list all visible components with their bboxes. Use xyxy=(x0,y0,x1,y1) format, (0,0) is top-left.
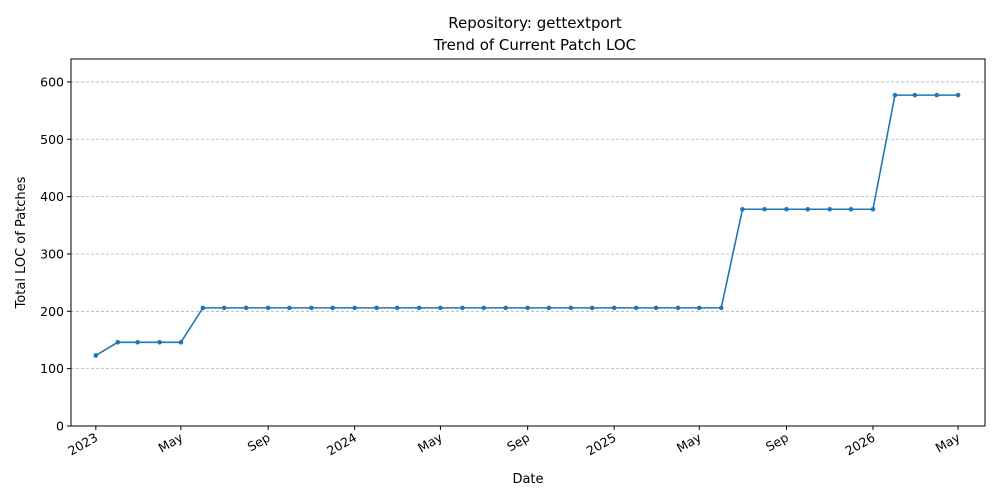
y-axis-ticks: 0 100 200 300 400 500 600 xyxy=(40,74,71,434)
x-tick-label: May xyxy=(674,429,704,455)
data-point xyxy=(481,305,486,311)
data-point xyxy=(330,305,335,311)
data-point xyxy=(309,305,314,311)
x-tick-label: 2023 xyxy=(65,430,100,459)
data-point xyxy=(762,206,767,212)
chart-subtitle: Trend of Current Patch LOC xyxy=(433,36,636,54)
data-point xyxy=(611,305,617,311)
plot-frame xyxy=(70,58,986,427)
data-point xyxy=(805,206,811,212)
data-point xyxy=(416,305,422,311)
x-tick-label: Sep xyxy=(245,430,273,455)
y-tick-label: 600 xyxy=(40,74,64,89)
x-tick-label: May xyxy=(156,429,186,455)
y-tick-label: 0 xyxy=(56,419,64,434)
data-point xyxy=(460,305,465,311)
data-point xyxy=(438,305,443,311)
chart-title: Repository: gettextport xyxy=(448,14,622,32)
data-point xyxy=(115,339,121,345)
x-tick-label: May xyxy=(415,429,445,455)
data-point xyxy=(718,305,724,311)
x-tick-label: 2025 xyxy=(584,430,619,459)
data-point xyxy=(784,206,789,212)
data-point xyxy=(157,339,162,345)
data-point xyxy=(178,339,184,345)
y-tick-label: 300 xyxy=(40,246,64,261)
data-point xyxy=(265,305,271,311)
y-axis-label: Total LOC of Patches xyxy=(14,176,29,309)
data-point xyxy=(848,206,854,212)
y-tick-label: 500 xyxy=(40,132,64,147)
y-tick-label: 200 xyxy=(40,304,64,319)
data-point xyxy=(827,206,833,212)
data-point xyxy=(892,92,898,98)
data-point xyxy=(287,305,292,311)
x-axis-label: Date xyxy=(512,472,543,487)
data-point xyxy=(568,305,574,311)
x-tick-label: Sep xyxy=(504,430,532,455)
x-tick-label: 2026 xyxy=(842,430,877,459)
data-point xyxy=(135,339,140,345)
y-tick-label: 400 xyxy=(40,189,64,204)
data-point xyxy=(912,92,918,98)
series-layer xyxy=(93,92,961,358)
data-point xyxy=(352,305,357,311)
data-point xyxy=(740,206,745,212)
data-point xyxy=(633,305,639,311)
data-point xyxy=(394,305,400,311)
data-point xyxy=(675,305,681,311)
x-tick-label: 2024 xyxy=(324,430,359,459)
x-axis-ticks: 2023 May Sep 2024 May Sep 2025 May Sep 2026 May xyxy=(65,426,963,459)
data-point xyxy=(696,305,702,311)
data-point xyxy=(503,305,508,311)
data-point xyxy=(653,305,659,311)
data-point xyxy=(200,305,206,311)
grid-lines xyxy=(71,81,985,370)
data-point xyxy=(589,305,595,311)
data-point xyxy=(221,305,227,311)
data-point xyxy=(525,305,530,311)
x-tick-label: Sep xyxy=(763,430,791,455)
x-tick-label: May xyxy=(933,429,963,455)
data-point xyxy=(243,305,249,311)
data-point xyxy=(93,353,99,358)
y-tick-label: 100 xyxy=(40,361,64,376)
data-point xyxy=(870,206,876,212)
data-point xyxy=(546,305,552,311)
data-point xyxy=(955,92,961,98)
data-point xyxy=(934,92,940,98)
series-line xyxy=(95,94,959,357)
data-point xyxy=(374,305,379,311)
